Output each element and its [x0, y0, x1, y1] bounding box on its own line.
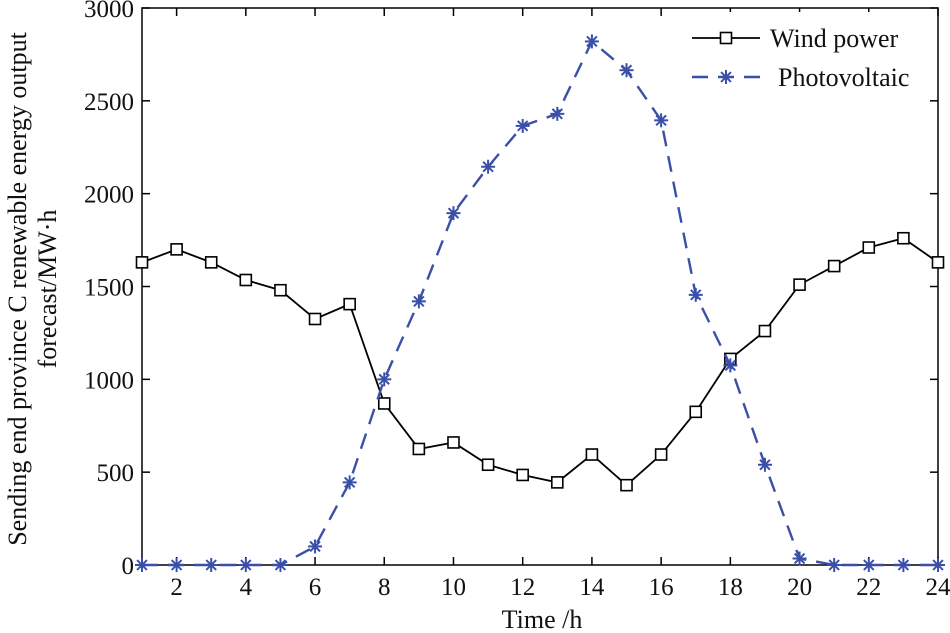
- series-wind-power: [135, 231, 945, 492]
- legend-marker-wind-power: [719, 31, 733, 45]
- data-point-wind-power: [620, 478, 633, 492]
- data-point-photovoltaic: [481, 159, 496, 174]
- data-point-wind-power: [412, 442, 426, 456]
- legend-marker-shape: [719, 70, 733, 84]
- x-tick-label: 16: [649, 574, 674, 601]
- data-point-photovoltaic: [723, 358, 738, 373]
- x-tick-label: 6: [309, 574, 322, 601]
- data-point-wind-power: [204, 256, 218, 269]
- x-tick-label: 14: [579, 574, 605, 601]
- legend-marker-photovoltaic: [719, 70, 733, 84]
- data-point-wind-power: [758, 324, 772, 338]
- x-tick-label: 4: [240, 574, 253, 601]
- data-point-photovoltaic: [584, 34, 599, 49]
- x-tick-label: 12: [510, 574, 535, 601]
- data-point-wind-power: [481, 458, 495, 472]
- x-axis-title: Time /h: [502, 605, 583, 633]
- data-point-photovoltaic: [757, 457, 772, 472]
- legend: Wind power Photovoltaic: [682, 12, 936, 98]
- data-point-photovoltaic: [411, 294, 426, 309]
- y-tick-label: 1000: [84, 367, 134, 394]
- y-tick-label: 0: [122, 553, 135, 580]
- data-point-photovoltaic: [792, 551, 807, 566]
- data-point-wind-power: [585, 448, 599, 461]
- data-point-photovoltaic: [931, 558, 945, 572]
- data-point-wind-power: [274, 283, 287, 297]
- data-point-photovoltaic: [135, 558, 149, 572]
- data-point-photovoltaic: [238, 558, 253, 572]
- data-point-photovoltaic: [550, 106, 565, 121]
- x-tick-label: 2: [170, 574, 183, 601]
- series-layer: [135, 34, 945, 572]
- data-point-wind-power: [897, 231, 910, 245]
- y-axis-title-line-1: Sending end province C renewable energy …: [3, 31, 32, 545]
- legend-marker-shape: [719, 31, 733, 45]
- data-point-photovoltaic: [688, 287, 703, 302]
- x-tick-label: 18: [718, 574, 743, 601]
- data-point-photovoltaic: [204, 558, 219, 572]
- data-point-wind-power: [308, 312, 322, 326]
- data-point-photovoltaic: [827, 558, 842, 572]
- data-point-wind-power: [654, 448, 668, 461]
- series-line-wind-power: [141, 237, 939, 487]
- legend-label-photovoltaic: Photovoltaic: [778, 63, 909, 92]
- legend-item-wind-power: Wind power: [692, 24, 899, 53]
- data-point-photovoltaic: [377, 372, 392, 387]
- data-point-wind-power: [343, 297, 356, 311]
- data-point-wind-power: [377, 397, 391, 410]
- y-tick-label: 2000: [84, 182, 134, 209]
- data-point-wind-power: [862, 241, 876, 254]
- data-point-wind-power: [135, 256, 149, 269]
- data-point-photovoltaic: [654, 113, 669, 128]
- data-point-wind-power: [931, 256, 945, 269]
- data-point-photovoltaic: [619, 63, 634, 78]
- legend-label-wind-power: Wind power: [770, 24, 899, 53]
- data-point-photovoltaic: [342, 475, 357, 490]
- data-point-wind-power: [689, 405, 703, 419]
- y-tick-label: 1500: [84, 275, 134, 302]
- y-tick-label: 500: [97, 460, 135, 487]
- x-tick-label: 22: [856, 574, 881, 601]
- y-tick-label: 2500: [84, 89, 134, 116]
- data-point-wind-power: [827, 259, 841, 273]
- data-point-wind-power: [793, 278, 806, 291]
- data-point-wind-power: [516, 468, 529, 482]
- data-point-photovoltaic: [308, 539, 323, 554]
- tick-labels: 2 4 6 8 10 12 14 16 18 20 22 2405001000150020002500…: [84, 0, 950, 601]
- y-axis-title-line-2: forecast/MW·h: [33, 210, 62, 369]
- data-point-photovoltaic: [861, 558, 876, 572]
- data-point-wind-power: [239, 273, 253, 287]
- series-line-photovoltaic: [142, 39, 938, 567]
- y-axis-title-group: Sending end province C renewable energy …: [3, 31, 62, 545]
- x-tick-label: 24: [926, 574, 950, 601]
- data-point-wind-power: [170, 243, 183, 256]
- data-point-photovoltaic: [273, 558, 288, 572]
- x-tick-label: 20: [787, 574, 812, 601]
- data-point-photovoltaic: [515, 118, 530, 133]
- data-point-wind-power: [447, 436, 460, 449]
- legend-item-photovoltaic: Photovoltaic: [692, 63, 909, 92]
- series-photovoltaic: [135, 34, 945, 572]
- y-tick-label: 3000: [84, 0, 134, 23]
- x-tick-label: 10: [441, 574, 466, 601]
- legend-background: [682, 12, 936, 98]
- data-point-photovoltaic: [169, 558, 184, 572]
- x-tick-label: 8: [378, 574, 391, 601]
- data-point-wind-power: [551, 476, 564, 489]
- data-point-photovoltaic: [446, 206, 461, 221]
- data-point-photovoltaic: [896, 558, 911, 572]
